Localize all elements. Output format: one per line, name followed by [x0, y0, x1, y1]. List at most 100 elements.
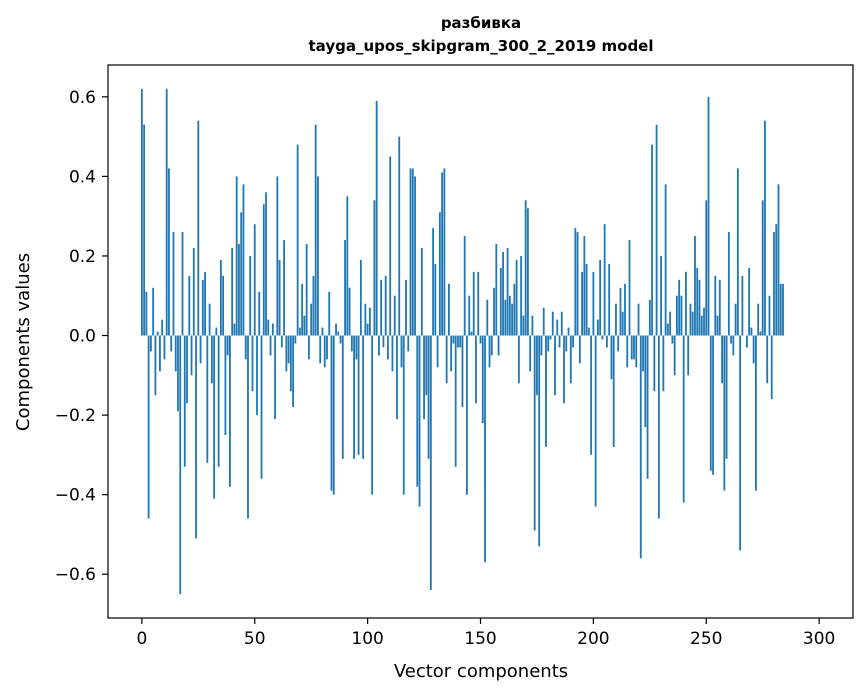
bar: [450, 335, 453, 372]
bar: [251, 335, 254, 392]
bar: [186, 335, 188, 404]
bar: [368, 307, 371, 336]
bar: [438, 212, 441, 336]
bar: [779, 283, 782, 336]
bar: [215, 327, 218, 336]
bar: [549, 335, 552, 340]
bar: [734, 303, 737, 336]
bar: [615, 303, 617, 336]
y-tick-label: −0.6: [55, 565, 96, 585]
bar: [183, 335, 186, 467]
bar: [459, 335, 462, 348]
bar: [576, 232, 579, 336]
bar: [380, 279, 383, 336]
bar: [477, 271, 480, 336]
bar: [644, 335, 647, 428]
bar: [556, 319, 559, 336]
bar: [195, 335, 197, 539]
bar: [301, 283, 304, 336]
bar: [163, 335, 166, 360]
bar: [470, 331, 473, 336]
bar: [423, 335, 425, 420]
bar: [420, 248, 423, 336]
bar: [554, 335, 556, 396]
bar: [387, 335, 389, 360]
bar: [357, 335, 360, 455]
bar: [314, 124, 317, 336]
bar: [581, 271, 583, 336]
bar: [547, 335, 550, 352]
bar: [373, 200, 376, 336]
bar: [432, 228, 434, 336]
bar: [745, 335, 748, 348]
bar: [493, 287, 495, 336]
bar: [303, 315, 306, 336]
bar: [766, 335, 769, 384]
bar: [409, 168, 412, 336]
bar: [152, 287, 155, 336]
bar: [691, 311, 694, 336]
bar: [414, 176, 416, 336]
bar: [714, 275, 717, 336]
bar: [434, 263, 437, 336]
x-tick-label: 50: [244, 629, 266, 649]
bar: [770, 335, 773, 400]
y-tick-label: 0.6: [69, 88, 96, 108]
bar: [274, 335, 276, 420]
bar: [542, 307, 545, 336]
bar: [732, 335, 735, 356]
bar: [764, 120, 766, 336]
x-tick-label: 0: [136, 629, 147, 649]
bar: [662, 335, 665, 392]
bar: [168, 168, 170, 336]
bar: [213, 335, 216, 499]
bar: [258, 291, 261, 336]
chart-title: разбивка: [441, 14, 521, 32]
bar: [499, 267, 502, 336]
bar: [703, 307, 705, 336]
y-axis-ticks: −0.6 −0.4 −0.2 0.0 0.2 0.4 0.6: [55, 88, 108, 585]
bar: [416, 335, 419, 487]
bar: [238, 244, 240, 336]
bar: [673, 335, 676, 376]
bar: [524, 200, 527, 336]
bar: [538, 335, 541, 547]
bar: [170, 335, 173, 352]
bar: [513, 283, 516, 336]
bar: [393, 295, 396, 336]
bar: [651, 144, 653, 336]
bar: [217, 335, 220, 467]
bar: [585, 263, 588, 336]
bar: [371, 335, 374, 495]
bar: [624, 283, 626, 336]
bar: [339, 335, 342, 344]
bar: [204, 271, 206, 336]
bar: [319, 335, 322, 364]
bar: [226, 335, 229, 356]
bar: [730, 335, 732, 344]
bar: [628, 240, 631, 336]
bar: [578, 335, 581, 364]
bar: [159, 335, 161, 372]
bar: [560, 311, 563, 336]
bar: [328, 291, 331, 336]
bar: [637, 303, 640, 336]
bar: [174, 335, 177, 372]
bar: [165, 88, 168, 336]
bar: [206, 335, 209, 463]
bar: [757, 303, 760, 336]
bar: [687, 335, 690, 376]
bar: [188, 275, 191, 336]
bar: [540, 335, 543, 356]
bar: [335, 323, 337, 336]
bar: [664, 184, 667, 336]
bar: [317, 176, 319, 336]
bar: [145, 291, 148, 336]
bar: [172, 232, 175, 336]
bar: [436, 335, 439, 368]
bar: [655, 124, 658, 336]
bar: [355, 335, 358, 360]
bar: [219, 259, 222, 336]
